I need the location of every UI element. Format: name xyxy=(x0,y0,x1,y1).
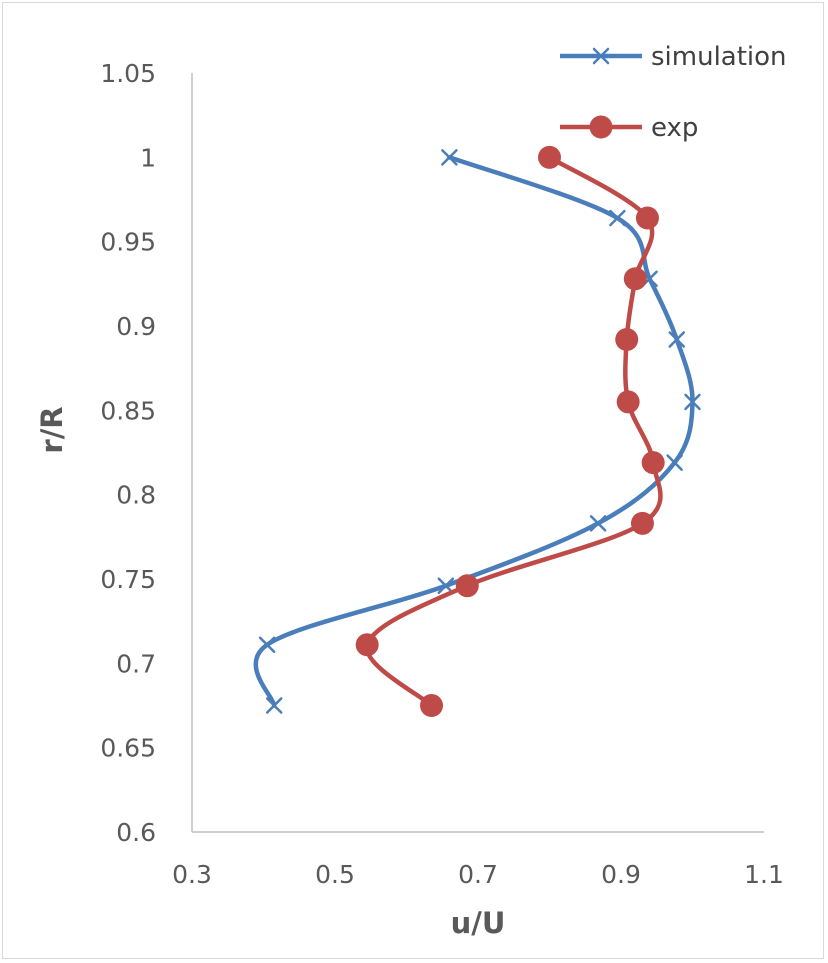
axes xyxy=(191,73,764,833)
series-line-exp xyxy=(364,155,663,708)
x-tick-label: 0.3 xyxy=(172,860,212,889)
data-point-simulation xyxy=(265,697,283,714)
x-tick-label: 0.5 xyxy=(315,860,355,889)
data-point-simulation xyxy=(441,149,458,166)
legend: simulation exp xyxy=(560,42,787,143)
data-point-simulation xyxy=(589,515,607,532)
y-tick-label: 0.85 xyxy=(100,396,156,425)
y-axis-title: r/R xyxy=(35,406,69,453)
legend-item-exp: exp xyxy=(560,113,698,143)
series-exp xyxy=(355,145,665,717)
legend-marker-simulation xyxy=(592,47,610,65)
y-tick-label: 0.8 xyxy=(116,481,156,510)
data-point-exp xyxy=(635,206,659,230)
data-point-exp xyxy=(538,145,561,169)
y-tick-label: 1.05 xyxy=(100,59,156,88)
legend-marker-shape xyxy=(589,115,613,139)
data-point-exp xyxy=(623,267,647,291)
legend-marker-exp xyxy=(589,115,613,139)
y-tick-label: 0.95 xyxy=(100,228,156,257)
data-point-exp xyxy=(615,327,639,351)
series-line-simulation xyxy=(253,155,695,708)
y-tick-label: 0.7 xyxy=(116,649,156,678)
data-point-simulation xyxy=(666,454,683,471)
y-tick-label: 0.75 xyxy=(100,565,156,594)
data-point-exp xyxy=(420,694,444,717)
x-axis-title: u/U xyxy=(451,906,506,940)
legend-label-simulation: simulation xyxy=(651,42,787,72)
legend-item-simulation: simulation xyxy=(560,42,787,72)
legend-marker-shape xyxy=(592,47,610,65)
data-point-exp xyxy=(630,511,654,535)
series-layer xyxy=(253,145,701,717)
y-tick-labels: 0.6 0.65 0.7 0.75 0.8 0.85 0.9 0.95 1 1.05 xyxy=(100,59,156,847)
data-point-simulation xyxy=(258,636,276,654)
series-simulation xyxy=(253,149,701,714)
y-tick-label: 1 xyxy=(140,143,156,172)
data-point-exp xyxy=(616,390,640,414)
x-tick-labels: 0.3 0.5 0.7 0.9 1.1 xyxy=(172,860,784,889)
data-point-simulation xyxy=(437,577,455,594)
x-tick-label: 0.9 xyxy=(601,860,641,889)
data-point-exp xyxy=(455,574,479,598)
data-point-exp xyxy=(355,633,379,657)
data-point-simulation xyxy=(668,331,686,348)
legend-label-exp: exp xyxy=(651,113,698,143)
x-tick-label: 1.1 xyxy=(744,860,784,889)
y-tick-label: 0.9 xyxy=(116,312,156,341)
data-point-exp xyxy=(641,451,665,475)
y-tick-label: 0.65 xyxy=(100,734,156,763)
data-point-simulation xyxy=(684,393,701,411)
data-point-simulation xyxy=(609,209,626,227)
y-tick-label: 0.6 xyxy=(116,818,156,847)
x-tick-label: 0.7 xyxy=(458,860,498,889)
